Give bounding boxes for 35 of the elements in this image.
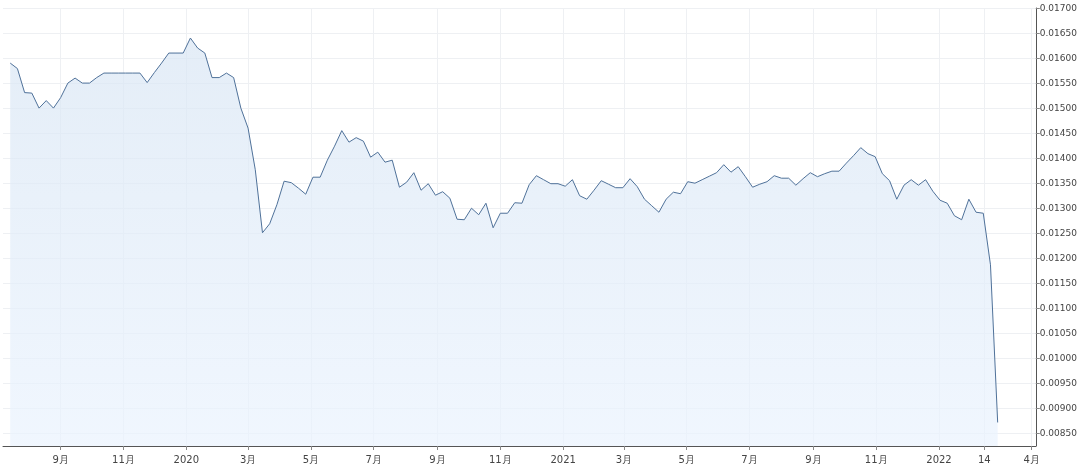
y-tick-label: 0.01150 [1039, 278, 1078, 289]
y-tick-label: 0.01550 [1039, 78, 1078, 89]
y-tick-label: 0.01350 [1039, 178, 1078, 189]
x-tick-label: 7月 [741, 453, 758, 464]
y-tick-label: 0.01050 [1039, 328, 1078, 339]
y-tick-label: 0.01450 [1039, 128, 1078, 139]
y-tick-label: 0.01100 [1039, 303, 1078, 314]
x-tick-label: 2021 [550, 453, 576, 464]
y-tick-label: 0.00850 [1039, 428, 1078, 439]
x-tick-label: 3月 [239, 453, 257, 464]
x-tick-label: 11月 [864, 453, 888, 464]
y-tick-label: 0.01650 [1039, 28, 1078, 39]
x-tick-label: 11月 [488, 453, 512, 464]
x-tick-label: 3月 [615, 453, 633, 464]
x-tick-label: 9月 [805, 453, 822, 464]
y-tick-label: 0.01300 [1039, 203, 1078, 214]
y-tick-label: 0.01200 [1039, 253, 1078, 264]
x-tick-label: 2022 [926, 453, 952, 464]
y-tick-label: 0.01400 [1039, 153, 1078, 164]
x-tick-label: 11月 [112, 453, 135, 464]
y-tick-label: 0.00950 [1039, 378, 1078, 389]
y-tick-label: 0.01250 [1039, 228, 1078, 239]
y-tick-label: 0.00900 [1039, 403, 1078, 414]
x-tick-label: 2020 [173, 453, 200, 464]
x-tick-label: 5月 [302, 453, 320, 464]
y-tick-label: 0.01600 [1039, 53, 1078, 64]
x-tick-label: 5月 [678, 453, 695, 464]
x-tick-label: 7月 [365, 453, 382, 464]
x-tick-label: 9月 [52, 453, 69, 464]
x-tick-label: 4月 [1023, 453, 1040, 464]
x-tick-label: 9月 [429, 453, 446, 464]
y-tick-label: 0.01700 [1039, 3, 1078, 13]
y-tick-label: 0.01000 [1039, 353, 1078, 364]
y-tick-label: 0.01500 [1039, 103, 1078, 114]
x-tick-label: 14 [977, 453, 991, 464]
